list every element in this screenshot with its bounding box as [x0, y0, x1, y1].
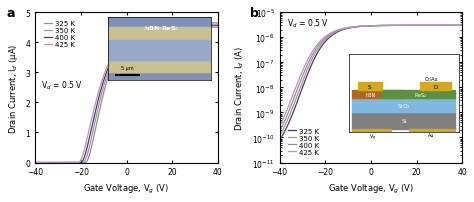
425 K [215, 27, 221, 29]
325 K [459, 25, 465, 27]
325 K [115, 52, 121, 54]
350 K [65, 162, 71, 164]
350 K [359, 26, 365, 28]
Line: 325 K: 325 K [280, 26, 462, 140]
425 K [384, 25, 390, 27]
425 K [414, 25, 420, 27]
400 K [359, 26, 365, 28]
325 K [155, 25, 160, 27]
400 K [277, 130, 283, 133]
400 K [115, 49, 121, 51]
350 K [115, 50, 121, 53]
350 K [324, 38, 329, 40]
425 K [32, 162, 38, 164]
Text: V$_d$ = 0.5 V: V$_d$ = 0.5 V [287, 18, 329, 30]
350 K [399, 25, 404, 27]
Line: 400 K: 400 K [280, 26, 462, 132]
325 K [32, 162, 38, 164]
350 K [384, 25, 390, 27]
325 K [215, 22, 221, 25]
Text: V$_d$ = 0.5 V: V$_d$ = 0.5 V [41, 79, 82, 91]
Legend: 325 K, 350 K, 400 K, 425 K: 325 K, 350 K, 400 K, 425 K [41, 18, 78, 51]
350 K [277, 135, 283, 138]
Y-axis label: Drain Current, I$_d$ (μA): Drain Current, I$_d$ (μA) [7, 43, 20, 133]
425 K [170, 27, 175, 30]
400 K [384, 25, 390, 27]
350 K [170, 25, 175, 27]
400 K [79, 161, 85, 163]
Line: 350 K: 350 K [280, 26, 462, 136]
Y-axis label: Drain Current, I$_d$ (A): Drain Current, I$_d$ (A) [234, 46, 246, 130]
400 K [140, 30, 146, 33]
350 K [155, 26, 160, 28]
400 K [65, 162, 71, 164]
325 K [414, 25, 420, 27]
325 K [277, 139, 283, 142]
325 K [65, 162, 71, 164]
325 K [324, 40, 329, 42]
325 K [140, 28, 146, 31]
X-axis label: Gate Voltage, V$_g$ (V): Gate Voltage, V$_g$ (V) [83, 182, 170, 195]
Text: b: b [250, 7, 259, 20]
425 K [459, 25, 465, 27]
350 K [32, 162, 38, 164]
325 K [309, 63, 315, 66]
Line: 425 K: 425 K [280, 26, 462, 127]
425 K [277, 126, 283, 128]
X-axis label: Gate Voltage, V$_g$ (V): Gate Voltage, V$_g$ (V) [328, 182, 414, 195]
400 K [215, 25, 221, 28]
350 K [309, 59, 315, 61]
350 K [140, 29, 146, 32]
325 K [170, 23, 175, 26]
Legend: 325 K, 350 K, 400 K, 425 K: 325 K, 350 K, 400 K, 425 K [285, 125, 322, 158]
325 K [359, 26, 365, 28]
400 K [170, 26, 175, 28]
425 K [140, 31, 146, 34]
400 K [32, 162, 38, 164]
425 K [399, 25, 404, 27]
400 K [155, 27, 160, 30]
325 K [79, 162, 85, 164]
Line: 400 K: 400 K [35, 27, 218, 163]
400 K [459, 25, 465, 27]
325 K [399, 25, 404, 27]
350 K [215, 24, 221, 26]
425 K [115, 47, 121, 50]
425 K [79, 156, 85, 158]
400 K [414, 25, 420, 27]
Line: 325 K: 325 K [35, 24, 218, 163]
425 K [65, 162, 71, 164]
425 K [359, 26, 365, 28]
Line: 425 K: 425 K [35, 28, 218, 163]
350 K [414, 25, 420, 27]
400 K [324, 37, 329, 39]
425 K [309, 52, 315, 54]
400 K [309, 55, 315, 58]
325 K [384, 25, 390, 27]
400 K [399, 25, 404, 27]
350 K [459, 25, 465, 27]
425 K [155, 28, 160, 31]
350 K [79, 162, 85, 164]
Text: a: a [6, 7, 15, 20]
Line: 350 K: 350 K [35, 25, 218, 163]
425 K [324, 35, 329, 38]
